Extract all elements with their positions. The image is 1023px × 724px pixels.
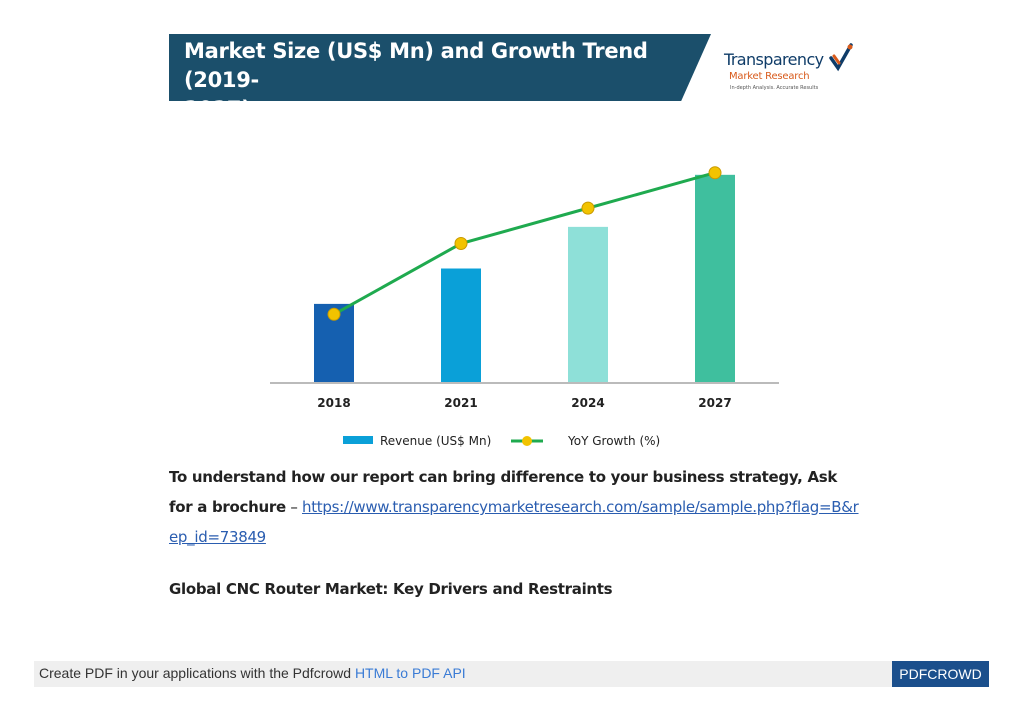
growth-point-2024: [581, 201, 595, 215]
legend-revenue-swatch: [343, 436, 373, 444]
footer-text: Create PDF in your applications with the…: [39, 665, 466, 681]
x-tick-label-2018: 2018: [317, 396, 350, 410]
x-tick-label-2021: 2021: [444, 396, 477, 410]
section-heading: Global CNC Router Market: Key Drivers an…: [169, 580, 613, 598]
x-tick-label-2027: 2027: [698, 396, 731, 410]
chart-title: Market Size (US$ Mn) and Growth Trend (2…: [184, 39, 648, 121]
bar-2021: [441, 268, 481, 383]
title-banner: [169, 34, 711, 101]
checkmark-logo-icon: [829, 43, 853, 72]
legend-growth-label: YoY Growth (%): [567, 434, 660, 448]
footer-api-link[interactable]: HTML to PDF API: [354, 665, 466, 681]
bar-2024: [568, 226, 608, 383]
bar-2027: [695, 174, 735, 383]
company-logo: Transparency Market Research In-depth An…: [724, 42, 864, 97]
growth-line: [333, 171, 716, 316]
growth-point-2018: [327, 307, 341, 321]
legend-growth-marker: [522, 436, 532, 446]
brochure-link[interactable]: https://www.transparencymarketresearch.c…: [169, 498, 859, 546]
logo-subtitle: Market Research: [729, 71, 810, 82]
legend-revenue-label: Revenue (US$ Mn): [380, 434, 491, 448]
logo-name: Transparency: [724, 50, 824, 69]
x-tick-label-2024: 2024: [571, 396, 604, 410]
market-chart: 2018 2021 2024 2027 Revenue (US$ Mn) YoY Grow…: [270, 166, 779, 448]
logo-tagline: In-depth Analysis. Accurate Results: [730, 85, 819, 91]
footer-caption: Create PDF in your applications with the…: [39, 665, 355, 681]
pdfcrowd-badge[interactable]: PDFCROWD: [892, 661, 989, 687]
brochure-paragraph: To understand how our report can bring d…: [169, 462, 859, 552]
brochure-dash: –: [285, 498, 302, 516]
brochure-intro: To understand how our report can bring d…: [169, 468, 838, 516]
pdfcrowd-footer: Create PDF in your applications with the…: [34, 661, 989, 687]
growth-point-2027: [708, 166, 722, 180]
chart-area: 2018 2021 2024 2027 Revenue (US$ Mn) YoY Grow…: [169, 128, 855, 460]
growth-point-2021: [454, 237, 468, 251]
